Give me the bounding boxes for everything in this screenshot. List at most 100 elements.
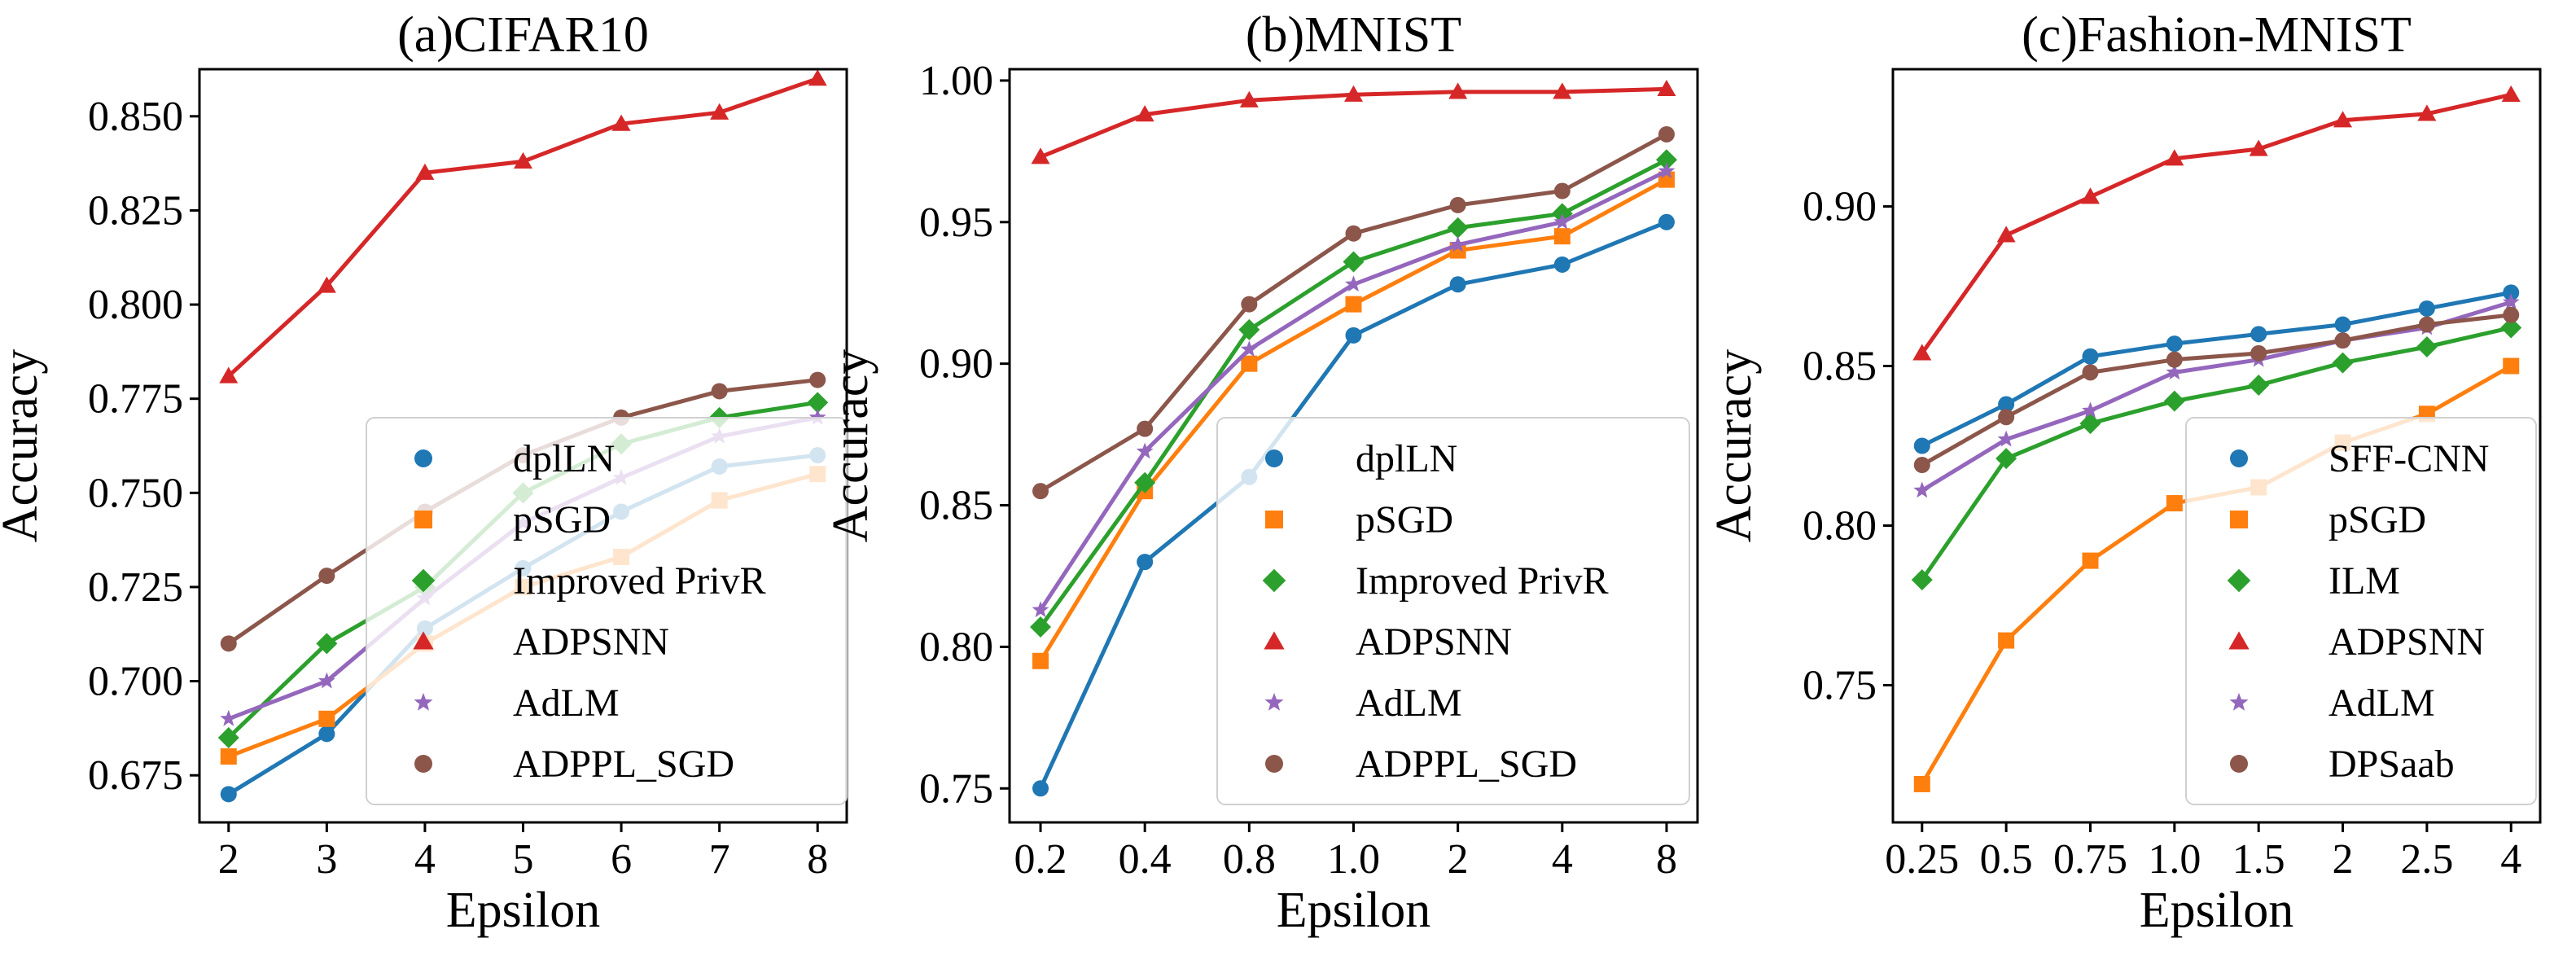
data-point (1137, 554, 1154, 571)
data-point (2079, 413, 2101, 435)
x-tick-label: 0.25 (1885, 836, 1959, 883)
data-point (316, 633, 338, 655)
legend: SFF-CNN pSGD ILM ADPSNN AdLM DPSaab (2185, 417, 2537, 805)
legend-label: Improved PrivR (513, 559, 766, 603)
x-tick-label: 0.2 (1014, 836, 1067, 883)
x-tick-label: 4 (1552, 836, 1573, 883)
data-point (2250, 344, 2267, 362)
y-tick-label: 0.725 (88, 564, 183, 611)
legend-marker (2229, 692, 2249, 711)
data-point (1997, 430, 2015, 447)
legend-marker (2230, 755, 2248, 773)
data-point (1998, 632, 2015, 649)
legend-marker (413, 631, 434, 650)
y-tick-label: 0.850 (88, 94, 183, 140)
series-line (1920, 326, 2512, 581)
legend-box (2185, 417, 2537, 805)
data-point (611, 114, 631, 131)
legend-label: ILM (2328, 559, 2400, 603)
x-tick-label: 5 (513, 836, 534, 883)
data-point (1553, 82, 1572, 99)
panel-a-cifar10: (a)CIFAR10 0.675 0.700 0.725 0.750 0.775 0.800… (0, 7, 848, 938)
data-point (2166, 335, 2183, 353)
data-point (2082, 364, 2099, 381)
data-point (1134, 471, 1156, 493)
data-point (1345, 275, 1362, 292)
legend-label: AdLM (513, 682, 620, 725)
data-point (2332, 352, 2354, 374)
data-point (1996, 226, 2016, 243)
data-point (1135, 105, 1154, 122)
data-point (1553, 182, 1571, 199)
data-point (1657, 79, 1676, 96)
legend-label: Improved PrivR (1356, 559, 1609, 603)
legend-label: ADPSNN (1356, 620, 1512, 664)
data-point (2418, 300, 2435, 317)
data-point (1658, 162, 1676, 179)
series-adpsnn (1912, 85, 2521, 361)
data-point (711, 383, 728, 400)
x-tick-label: 2 (1448, 836, 1469, 883)
data-point (1241, 296, 1258, 313)
data-point (808, 408, 826, 425)
series-line (1921, 290, 2512, 448)
x-tick-label: 6 (611, 836, 632, 883)
chart-title: (c)Fashion-MNIST (2022, 7, 2412, 63)
y-tick-label: 0.90 (919, 341, 993, 388)
data-point (2334, 316, 2351, 333)
data-point (1345, 296, 1362, 313)
data-point (2166, 363, 2184, 380)
y-tick-label: 1.00 (919, 58, 993, 104)
x-tick-label: 4 (414, 836, 436, 883)
data-point (1658, 213, 1675, 230)
data-point (415, 163, 435, 180)
x-tick-label: 1.0 (2148, 836, 2201, 883)
series-line (1921, 313, 2512, 467)
legend-label: ADPPL_SGD (1356, 743, 1577, 786)
data-point (1913, 481, 1931, 498)
data-point (1238, 318, 1260, 340)
data-point (1032, 652, 1049, 669)
data-point (318, 710, 335, 727)
data-point (2503, 306, 2520, 323)
legend-marker (2228, 631, 2250, 650)
x-tick-label: 0.5 (1980, 836, 2033, 883)
data-point (1655, 149, 1677, 171)
data-point (2500, 317, 2522, 339)
series-dpsaab (1913, 306, 2520, 474)
data-point (1998, 409, 2015, 426)
y-tick-label: 0.95 (919, 199, 993, 246)
data-point (1913, 775, 1930, 792)
x-tick-label: 0.75 (2053, 836, 2127, 883)
panel-b-mnist: (b)MNIST 0.75 0.80 0.85 0.90 0.95 1.00 0.2 0.4 0.… (823, 7, 1699, 938)
data-point (1553, 256, 1571, 273)
y-tick-label: 0.800 (88, 282, 183, 328)
legend-label: DPSaab (2328, 743, 2455, 786)
series-sff-cnn (1913, 284, 2520, 454)
y-tick-label: 0.700 (88, 659, 183, 705)
series-ilm (1911, 317, 2522, 591)
legend-marker (1265, 755, 1283, 773)
plot-frame (1891, 68, 2542, 824)
data-point (1137, 420, 1154, 437)
data-point (1032, 601, 1049, 618)
legend-marker (414, 449, 432, 467)
legend-label: ADPPL_SGD (513, 743, 734, 786)
legend-marker (1265, 511, 1283, 528)
data-point (2250, 326, 2267, 343)
data-point (2503, 284, 2520, 301)
legend-label: dplLN (513, 437, 615, 480)
data-point (1913, 457, 1930, 474)
data-point (219, 366, 239, 384)
x-axis-title: Epsilon (1277, 883, 1430, 938)
data-point (2501, 85, 2521, 102)
data-point (1447, 217, 1469, 239)
data-point (1240, 340, 1258, 357)
y-tick-label: 0.675 (88, 752, 183, 799)
data-point (2503, 357, 2520, 375)
y-axis-title: Accuracy (1706, 349, 1762, 543)
y-tick-label: 0.75 (919, 765, 993, 812)
legend-label: SFF-CNN (2328, 437, 2489, 480)
series-adpsnn (219, 69, 827, 384)
